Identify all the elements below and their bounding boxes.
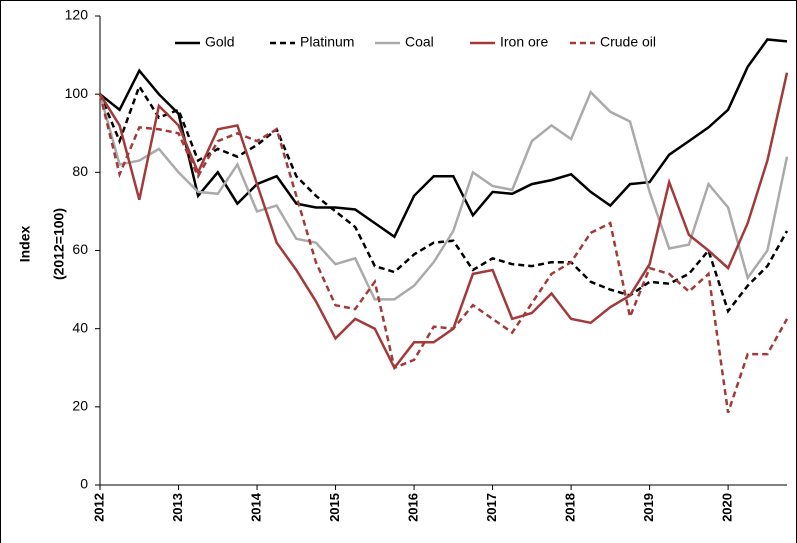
y-tick-label: 40 (72, 319, 88, 335)
legend-label: Crude oil (600, 34, 656, 50)
legend-label: Iron ore (500, 34, 548, 50)
legend-label: Platinum (300, 34, 354, 50)
y-label: Index (17, 226, 33, 263)
line-series (98, 93, 789, 414)
x-tick-label: 2017 (484, 493, 499, 522)
line-series (99, 38, 788, 239)
line-series (98, 89, 789, 301)
y-tick-label: 80 (72, 163, 88, 179)
legend-label: Coal (405, 34, 434, 50)
y-tick-label: 60 (72, 241, 88, 257)
y-tick-label: 20 (72, 398, 88, 414)
line-series (98, 83, 789, 314)
y-tick-label: 120 (65, 7, 89, 23)
y-tick-label: 0 (80, 476, 88, 492)
x-tick-label: 2015 (327, 493, 342, 522)
x-tick-label: 2013 (170, 493, 185, 522)
line-series (98, 72, 789, 371)
x-tick-label: 2019 (641, 493, 656, 522)
x-tick-label: 2012 (91, 493, 106, 522)
x-tick-label: 2016 (405, 493, 420, 522)
x-tick-label: 2014 (248, 492, 263, 522)
x-tick-label: 2018 (563, 493, 578, 522)
legend-label: Gold (205, 34, 235, 50)
x-tick-label: 2020 (720, 493, 735, 522)
y-label: (2012=100) (51, 208, 67, 280)
y-tick-label: 100 (65, 85, 89, 101)
